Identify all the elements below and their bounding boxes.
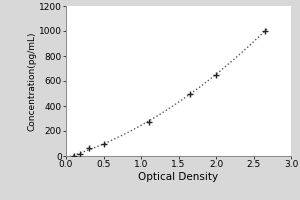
X-axis label: Optical Density: Optical Density bbox=[138, 172, 219, 182]
Y-axis label: Concentration(pg/mL): Concentration(pg/mL) bbox=[27, 31, 36, 131]
